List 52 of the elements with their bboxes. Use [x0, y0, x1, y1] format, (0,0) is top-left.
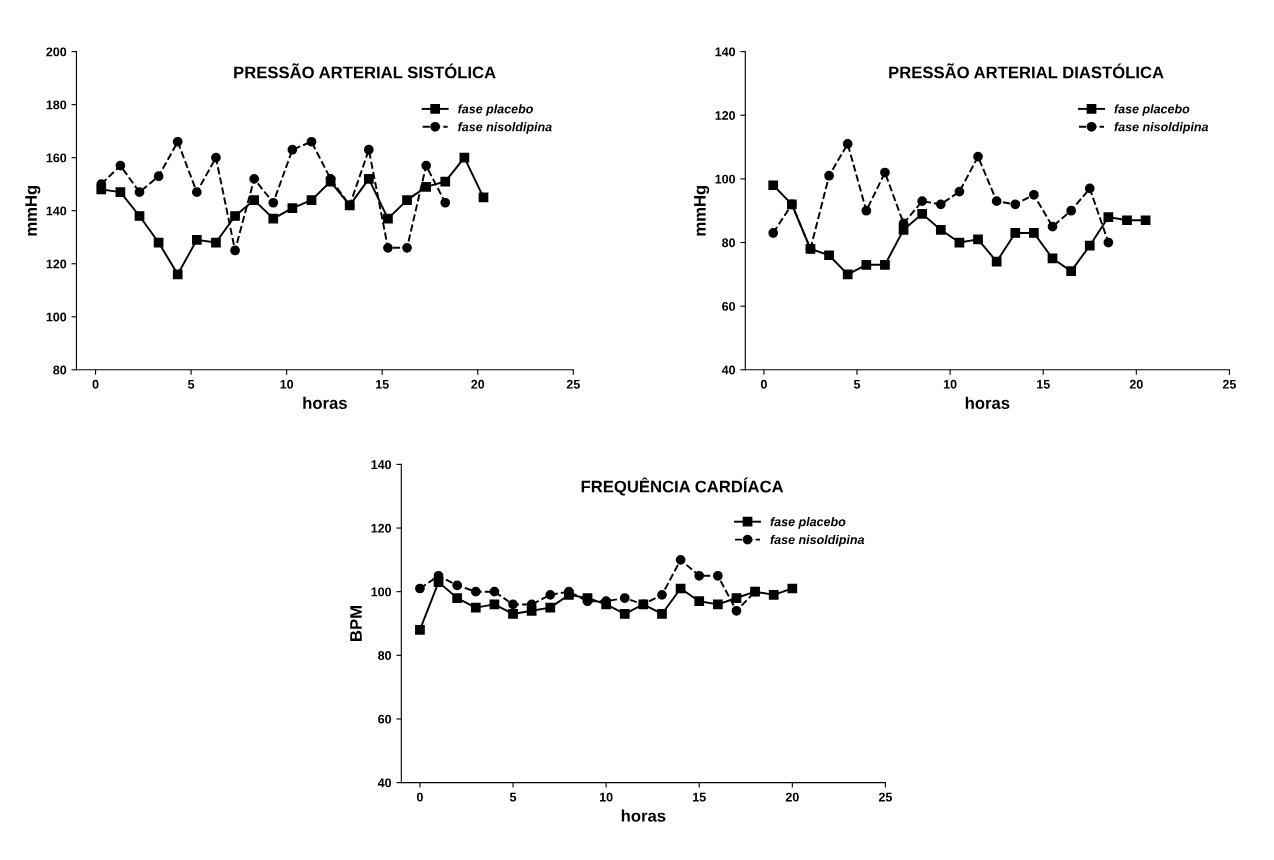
text: FREQUÊNCIA CARDÍACA — [581, 477, 784, 496]
x-axis-title: horas — [621, 809, 666, 822]
y-tick-label: 180 — [46, 100, 67, 110]
x-tick-label: 20 — [471, 379, 485, 389]
y-tick-label: 160 — [46, 153, 67, 163]
y-tick-label: 200 — [46, 47, 67, 57]
y-tick-label: 80 — [53, 365, 67, 375]
y-tick-label: 80 — [722, 238, 736, 248]
x-tick-label: 0 — [92, 379, 99, 389]
y-tick-label: 60 — [722, 301, 736, 311]
y-axis-title: BPM — [350, 606, 362, 641]
x-tick-label: 5 — [853, 379, 861, 389]
y-tick-label: 100 — [371, 587, 392, 597]
x-tick-label: 10 — [943, 379, 957, 389]
x-tick-label: 5 — [509, 792, 517, 802]
y-tick-label: 100 — [46, 312, 67, 322]
x-tick-label: 10 — [599, 792, 613, 802]
x-axis-title: horas — [965, 396, 1010, 409]
x-tick-label: 5 — [188, 379, 195, 389]
x-tick-label: 15 — [1037, 379, 1050, 389]
y-tick-label: 40 — [721, 365, 736, 375]
y-tick-label: 80 — [378, 651, 392, 660]
x-tick-label: 10 — [280, 379, 294, 389]
legend-label: fase nisoldipina — [1114, 122, 1209, 134]
legend-label: fase nisoldipina — [458, 122, 552, 134]
text: PRESSÃO ARTERIAL DIASTÓLICA — [889, 63, 1164, 79]
legend-label: fase nisoldipina — [770, 534, 865, 547]
y-tick-label: 60 — [378, 714, 392, 724]
y-tick-label: 40 — [377, 778, 392, 788]
x-tick-label: 15 — [376, 379, 389, 389]
y-axis-title: mmHg — [25, 185, 41, 236]
x-tick-label: 20 — [1129, 379, 1143, 389]
x-tick-label: 25 — [1222, 379, 1237, 389]
x-tick-label: 15 — [693, 792, 706, 802]
x-tick-label: 0 — [416, 792, 423, 802]
x-axis-title: horas — [303, 396, 347, 409]
y-axis-title: mmHg — [694, 185, 710, 236]
x-tick-label: 0 — [760, 379, 767, 389]
x-tick-label: 25 — [878, 792, 893, 802]
y-tick-label: 140 — [715, 47, 736, 57]
legend-label: fase placebo — [770, 517, 846, 529]
y-tick-label: 120 — [715, 111, 736, 120]
legend-label: fase placebo — [458, 104, 533, 116]
x-tick-label: 25 — [566, 379, 580, 389]
y-tick-label: 100 — [715, 174, 736, 184]
y-tick-label: 120 — [46, 259, 67, 269]
y-tick-label: 140 — [46, 206, 67, 216]
y-tick-label: 140 — [371, 460, 392, 470]
x-tick-label: 20 — [785, 792, 799, 802]
text: PRESSÃO ARTERIAL SISTÓLICA — [234, 63, 496, 79]
y-tick-label: 120 — [371, 523, 392, 533]
legend-label: fase placebo — [1114, 104, 1190, 116]
